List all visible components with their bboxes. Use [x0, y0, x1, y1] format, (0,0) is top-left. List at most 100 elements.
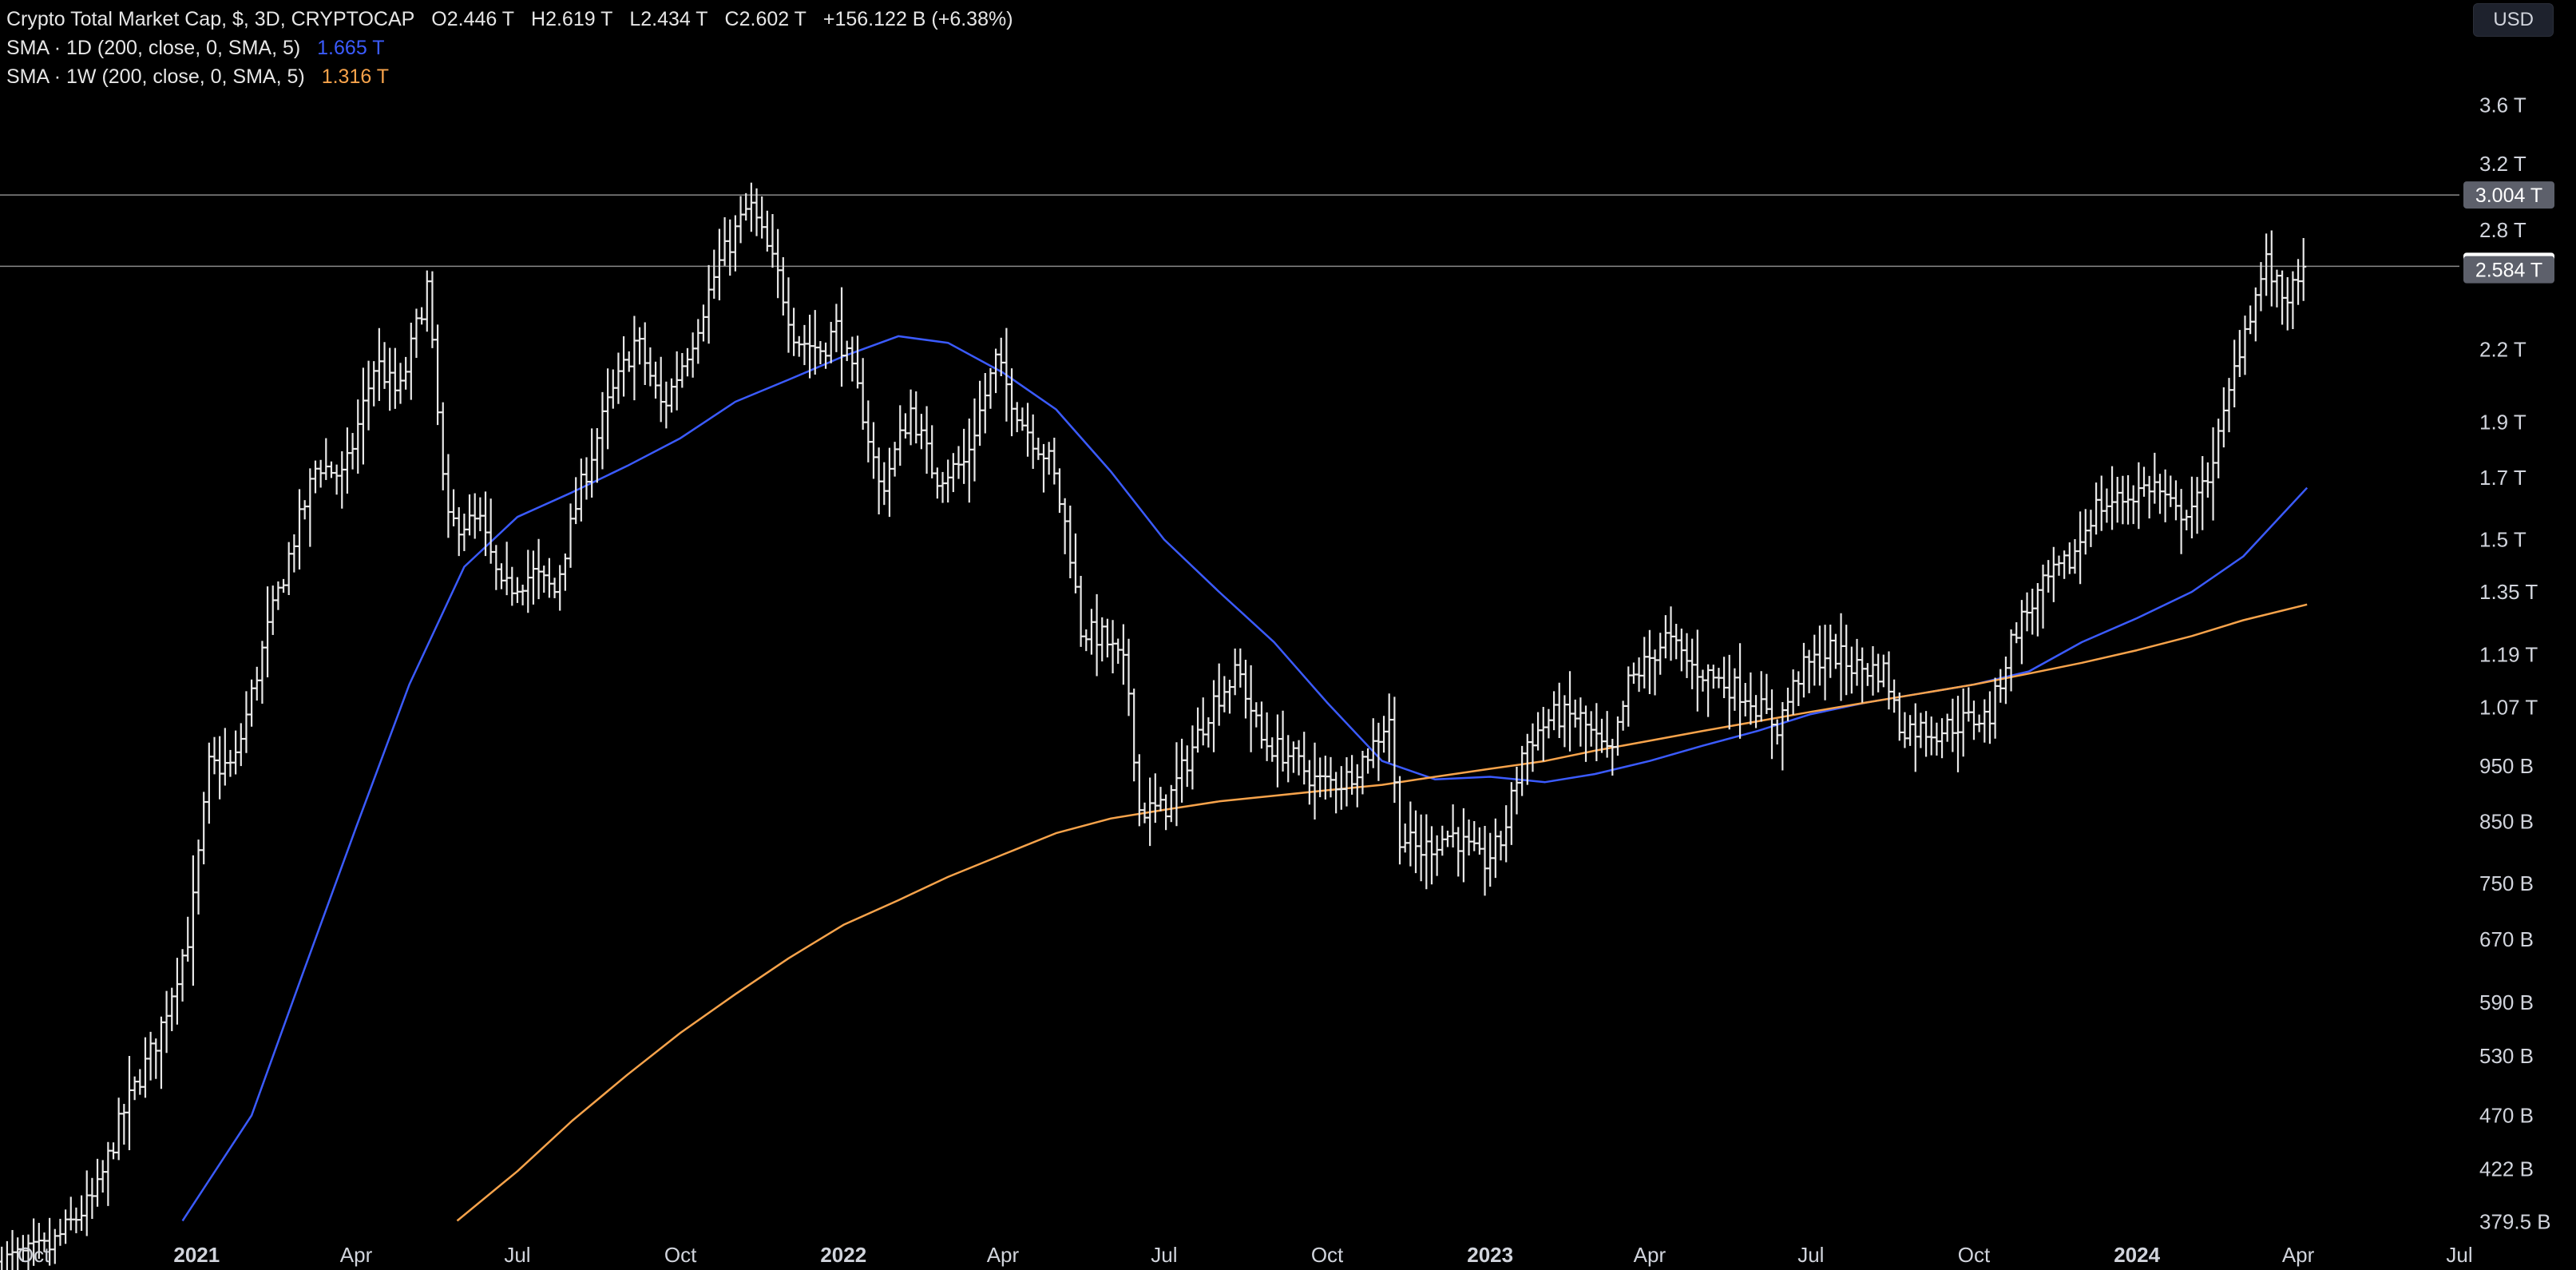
ohlc-bar-189 — [1003, 327, 1009, 422]
ohlc-bar-153 — [812, 310, 818, 375]
legend-sma1-row[interactable]: SMA · 1D (200, close, 0, SMA, 5) 1.665 T — [6, 34, 1013, 62]
legend-ohlc-row[interactable]: Crypto Total Market Cap, $, 3D, CRYPTOCA… — [6, 5, 1013, 34]
y-tick-label-4: 2.2 T — [2479, 338, 2526, 362]
ohlc-bar-90 — [477, 497, 483, 532]
ohlc-bar-292 — [1551, 691, 1557, 731]
ohlc-bar-202 — [1072, 533, 1079, 593]
sma1-label[interactable]: SMA · 1D (200, close, 0, SMA, 5) — [6, 37, 301, 59]
ohlc-bar-234 — [1242, 660, 1249, 719]
ohlc-bar-171 — [908, 389, 914, 446]
ohlc-bar-79 — [418, 307, 425, 325]
open-value: 2.446 T — [446, 8, 515, 30]
ohlc-bar-100 — [530, 550, 537, 605]
ohlc-bar-109 — [578, 458, 585, 522]
ohlc-bar-91 — [482, 491, 489, 557]
ohlc-bar-123 — [652, 361, 659, 399]
ohlc-bar-387 — [2056, 555, 2063, 576]
ohlc-bar-236 — [1253, 702, 1259, 728]
ohlc-bar-307 — [1631, 662, 1637, 685]
ohlc-bar-223 — [1184, 745, 1191, 788]
ohlc-bar-93 — [493, 545, 499, 590]
ohlc-bar-257 — [1365, 748, 1371, 774]
ohlc-bar-393 — [2087, 510, 2094, 547]
ohlc-bar-289 — [1535, 712, 1541, 751]
x-tick-label-5: 2022 — [820, 1243, 866, 1267]
ohlc-bar-241 — [1280, 710, 1286, 772]
ohlc-bar-44 — [232, 730, 239, 775]
ohlc-bar-162 — [860, 358, 866, 431]
ohlc-bar-159 — [844, 340, 850, 362]
ohlc-bar-9 — [46, 1217, 53, 1266]
ohlc-bar-285 — [1513, 766, 1520, 815]
ohlc-bar-299 — [1588, 711, 1595, 747]
ohlc-bar-338 — [1795, 671, 1801, 706]
ohlc-bar-172 — [913, 391, 919, 444]
ohlc-bar-386 — [2051, 546, 2057, 602]
sma-line-2[interactable] — [456, 603, 2308, 1222]
ohlc-bar-17 — [89, 1177, 95, 1220]
ohlc-bar-70 — [371, 361, 377, 407]
ohlc-bar-275 — [1460, 808, 1467, 883]
ohlc-bar-99 — [525, 550, 531, 613]
x-tick-label-12: Oct — [1958, 1243, 1991, 1267]
ohlc-bar-233 — [1237, 648, 1243, 688]
ohlc-bar-394 — [2093, 482, 2099, 535]
ohlc-bar-158 — [838, 287, 845, 387]
ohlc-bar-429 — [2279, 270, 2285, 325]
currency-button[interactable]: USD — [2473, 3, 2554, 37]
ohlc-bar-354 — [1880, 654, 1887, 688]
ohlc-bar-185 — [982, 372, 989, 434]
ohlc-bar-418 — [2221, 387, 2227, 448]
ohlc-bar-378 — [2008, 629, 2015, 692]
ohlc-bar-15 — [78, 1195, 85, 1232]
ohlc-bar-0 — [0, 1246, 3, 1270]
ohlc-bar-261 — [1386, 693, 1393, 763]
ohlc-bar-270 — [1434, 835, 1441, 876]
ohlc-bar-245 — [1301, 732, 1307, 785]
legend-sma2-row[interactable]: SMA · 1W (200, close, 0, SMA, 5) 1.316 T — [6, 62, 1013, 91]
ohlc-bar-2 — [10, 1229, 16, 1270]
ohlc-bar-154 — [817, 341, 823, 365]
ohlc-bar-72 — [382, 342, 388, 389]
ohlc-bar-62 — [328, 461, 335, 478]
ohlc-bar-380 — [2019, 600, 2025, 665]
ohlc-bar-190 — [1009, 368, 1015, 437]
x-tick-label-9: 2023 — [1467, 1243, 1513, 1267]
ohlc-bar-152 — [806, 314, 813, 379]
chart-legend: Crypto Total Market Cap, $, 3D, CRYPTOCA… — [6, 5, 1013, 91]
ohlc-bar-428 — [2273, 269, 2280, 308]
ohlc-bar-344 — [1827, 625, 1833, 678]
ohlc-bar-342 — [1817, 625, 1823, 686]
ohlc-bar-287 — [1524, 733, 1531, 785]
time-axis[interactable]: Oct 2021 Apr Jul Oct 2022 Apr Jul Oct 2023 Apr Jul O… — [18, 1243, 2473, 1267]
ohlc-bar-320 — [1699, 669, 1706, 692]
ohlc-bar-319 — [1694, 629, 1701, 712]
ohlc-bar-167 — [886, 447, 893, 518]
ohlc-bar-124 — [658, 356, 664, 423]
ohlc-bar-248 — [1317, 757, 1323, 798]
ohlc-bar-413 — [2194, 477, 2201, 534]
ohlc-bar-405 — [2151, 452, 2158, 504]
ohlc-bar-121 — [642, 322, 648, 385]
ohlc-bar-388 — [2061, 550, 2067, 579]
ohlc-bar-134 — [711, 249, 717, 299]
ohlc-bar-238 — [1264, 712, 1270, 761]
ohlc-bar-298 — [1583, 705, 1589, 762]
ohlc-bar-115 — [610, 369, 616, 409]
sma-line-1[interactable] — [181, 335, 2308, 1222]
ohlc-bar-23 — [121, 1104, 127, 1145]
ohlc-bar-277 — [1471, 820, 1477, 851]
ohlc-bar-173 — [918, 414, 925, 450]
ohlc-bar-142 — [754, 188, 760, 236]
ohlc-bar-227 — [1205, 717, 1211, 748]
ohlc-bar-403 — [2141, 466, 2147, 497]
sma2-label[interactable]: SMA · 1W (200, close, 0, SMA, 5) — [6, 65, 305, 88]
ohlc-bar-16 — [84, 1170, 90, 1236]
symbol-title[interactable]: Crypto Total Market Cap, $, 3D, CRYPTOCA… — [6, 8, 415, 30]
ohlc-bar-94 — [498, 563, 505, 589]
y-tick-label-7: 1.5 T — [2479, 528, 2526, 552]
price-axis[interactable]: 4.2 T3.6 T3.2 T2.8 T2.2 T1.9 T1.7 T1.5 T… — [2479, 17, 2551, 1233]
ohlc-bar-67 — [355, 399, 361, 474]
x-tick-label-8: Oct — [1311, 1243, 1344, 1267]
